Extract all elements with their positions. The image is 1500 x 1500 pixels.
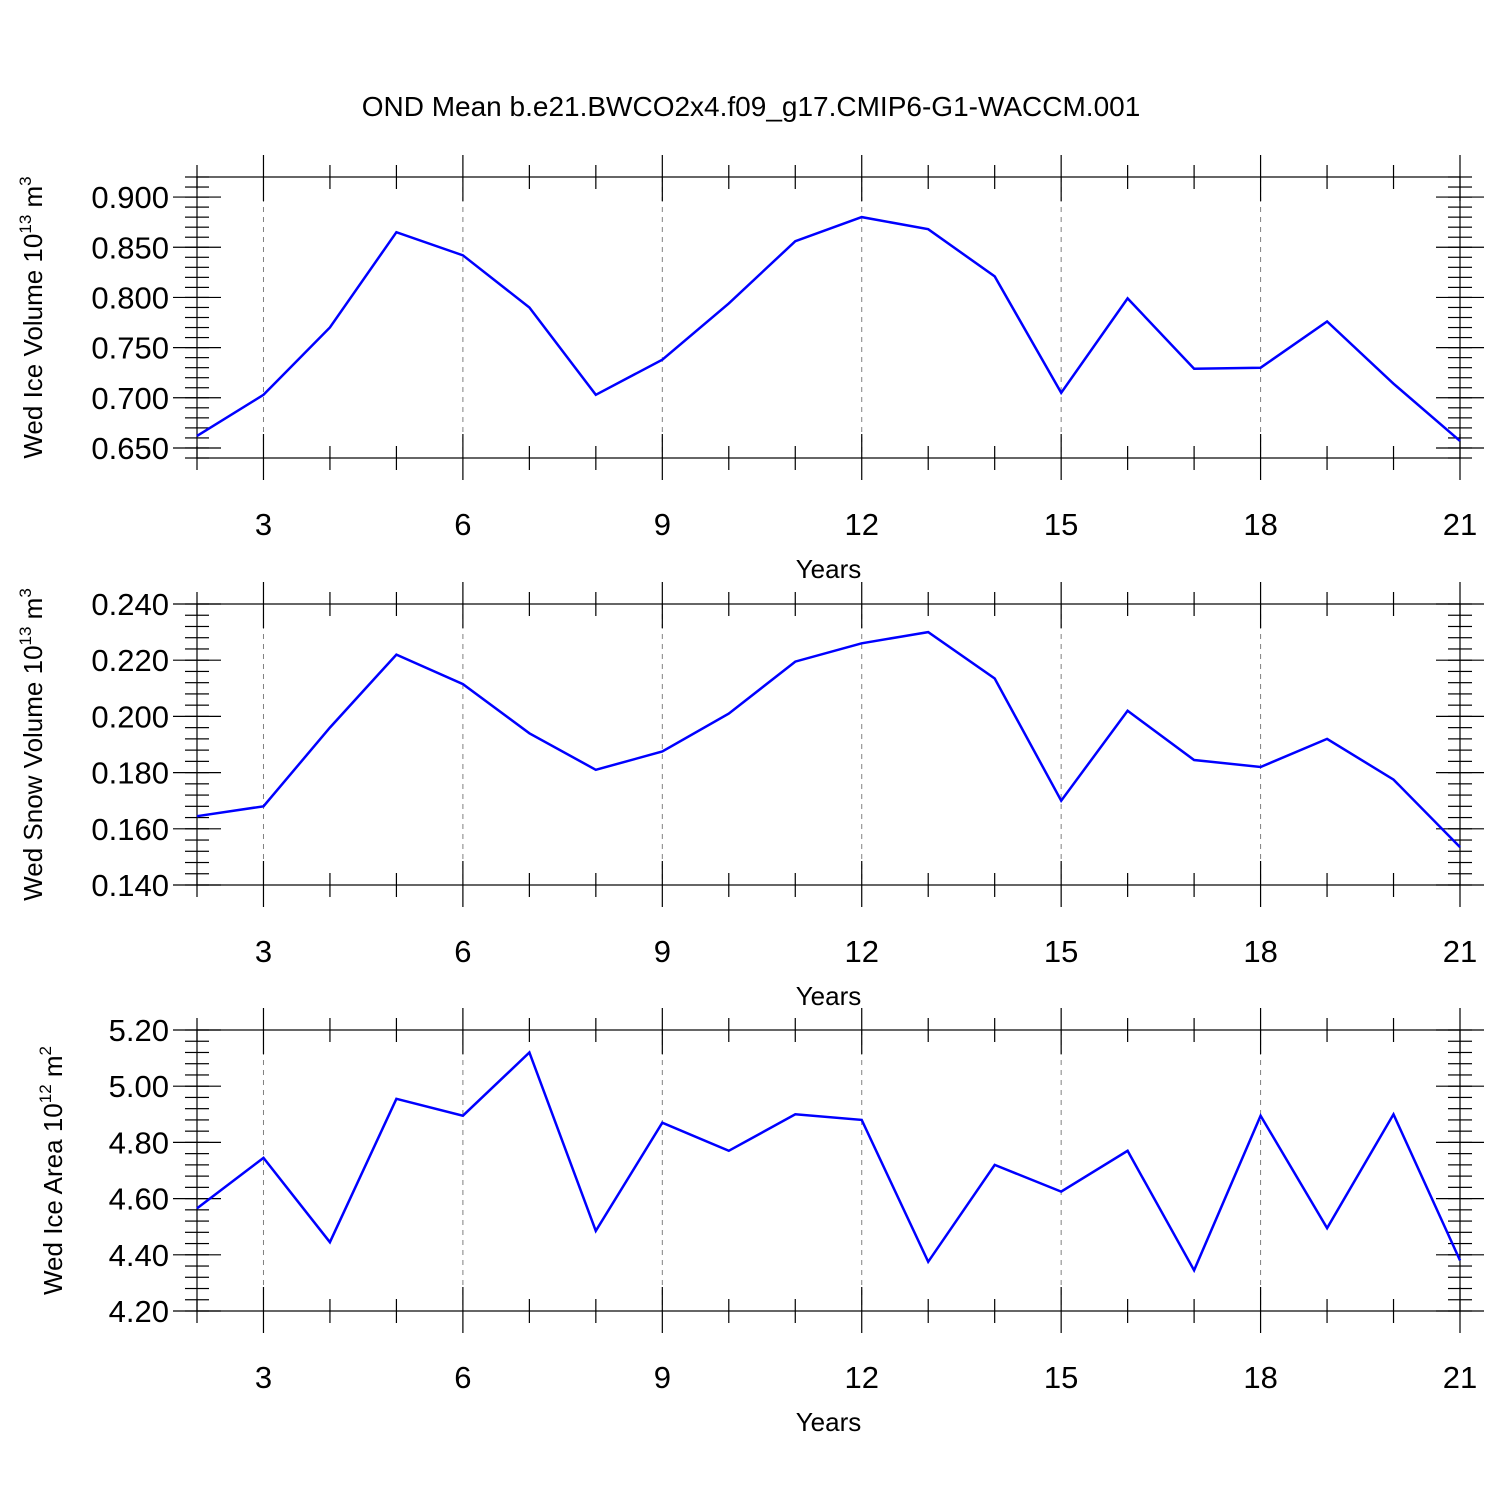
y-axis-label-superscript: 3 — [16, 176, 35, 185]
x-tick-label: 15 — [1044, 934, 1078, 969]
x-axis-label: Years — [796, 981, 862, 1011]
y-tick-label: 4.40 — [109, 1238, 169, 1273]
y-tick-label: 0.700 — [91, 381, 169, 416]
y-tick-label: 5.20 — [109, 1013, 169, 1048]
y-axis-label: Wed Ice Area 1012 m2 — [36, 1046, 68, 1295]
y-tick-label: 0.220 — [91, 643, 169, 678]
x-tick-label: 6 — [454, 1360, 471, 1395]
chart-panel-2: 0.140 0.160 0.180 0.200 0.220 0.240 3 6 9 12 15 18 2… — [16, 582, 1484, 1011]
y-tick-label: 0.900 — [91, 180, 169, 215]
y-tick-label: 0.160 — [91, 812, 169, 847]
y-tick-label: 0.200 — [91, 699, 169, 734]
chart-panel-1: 0.650 0.700 0.750 0.800 0.850 0.900 3 6 9 12 15 18 2… — [16, 155, 1484, 584]
x-tick-label: 12 — [844, 1360, 878, 1395]
x-tick-label: 21 — [1443, 934, 1477, 969]
x-tick-label: 18 — [1243, 934, 1277, 969]
y-axis-label: Wed Ice Volume 1013 m3 — [16, 176, 48, 458]
x-axis-label: Years — [796, 554, 862, 584]
x-axis-label: Years — [796, 1407, 862, 1437]
y-tick-label: 0.650 — [91, 431, 169, 466]
y-tick-label: 0.180 — [91, 756, 169, 791]
y-tick-label: 4.60 — [109, 1182, 169, 1217]
y-axis-label-superscript: 13 — [16, 627, 35, 646]
y-axis-label-superscript: 2 — [36, 1046, 55, 1055]
x-tick-label: 15 — [1044, 507, 1078, 542]
x-tick-label: 21 — [1443, 1360, 1477, 1395]
y-axis-label-text: m — [18, 598, 48, 627]
y-tick-label: 0.140 — [91, 868, 169, 903]
x-tick-label: 6 — [454, 507, 471, 542]
x-tick-label: 3 — [255, 934, 272, 969]
y-tick-label: 4.80 — [109, 1125, 169, 1160]
y-axis-label-superscript: 3 — [16, 588, 35, 597]
y-axis-label-text: m — [38, 1055, 68, 1084]
x-tick-label: 18 — [1243, 1360, 1277, 1395]
y-tick-label: 5.00 — [109, 1069, 169, 1104]
y-tick-label: 0.240 — [91, 587, 169, 622]
chart-panel-3: 4.20 4.40 4.60 4.80 5.00 5.20 3 6 9 12 15 18 21 Years… — [36, 1008, 1484, 1437]
x-tick-label: 12 — [844, 934, 878, 969]
y-axis-label: Wed Snow Volume 1013 m3 — [16, 588, 48, 901]
chart-panels: 0.650 0.700 0.750 0.800 0.850 0.900 3 6 9 12 15 18 2… — [16, 155, 1484, 1437]
plot-frame — [196, 603, 1461, 886]
y-axis-label-text: Wed Ice Area 10 — [38, 1103, 68, 1295]
x-tick-label: 21 — [1443, 507, 1477, 542]
plot-frame — [196, 1029, 1461, 1312]
x-tick-label: 12 — [844, 507, 878, 542]
y-axis-label-text: m — [18, 186, 48, 215]
series-line — [196, 630, 1461, 848]
x-tick-label: 15 — [1044, 1360, 1078, 1395]
y-axis-label-text: Wed Ice Volume 10 — [18, 234, 48, 459]
x-tick-label: 3 — [255, 1360, 272, 1395]
y-axis-label-superscript: 12 — [36, 1084, 55, 1103]
y-tick-label: 0.800 — [91, 280, 169, 315]
series-line — [196, 215, 1461, 442]
y-tick-label: 4.20 — [109, 1294, 169, 1329]
y-axis-label-text: Wed Snow Volume 10 — [18, 645, 48, 900]
x-tick-label: 6 — [454, 934, 471, 969]
x-tick-label: 9 — [654, 507, 671, 542]
x-tick-label: 9 — [654, 1360, 671, 1395]
x-tick-label: 9 — [654, 934, 671, 969]
series-line — [196, 1050, 1462, 1274]
y-tick-label: 0.850 — [91, 230, 169, 265]
figure-title: OND Mean b.e21.BWCO2x4.f09_g17.CMIP6-G1-… — [362, 91, 1141, 122]
y-axis-label-superscript: 13 — [16, 215, 35, 234]
y-tick-label: 0.750 — [91, 331, 169, 366]
x-tick-label: 18 — [1243, 507, 1277, 542]
x-tick-label: 3 — [255, 507, 272, 542]
